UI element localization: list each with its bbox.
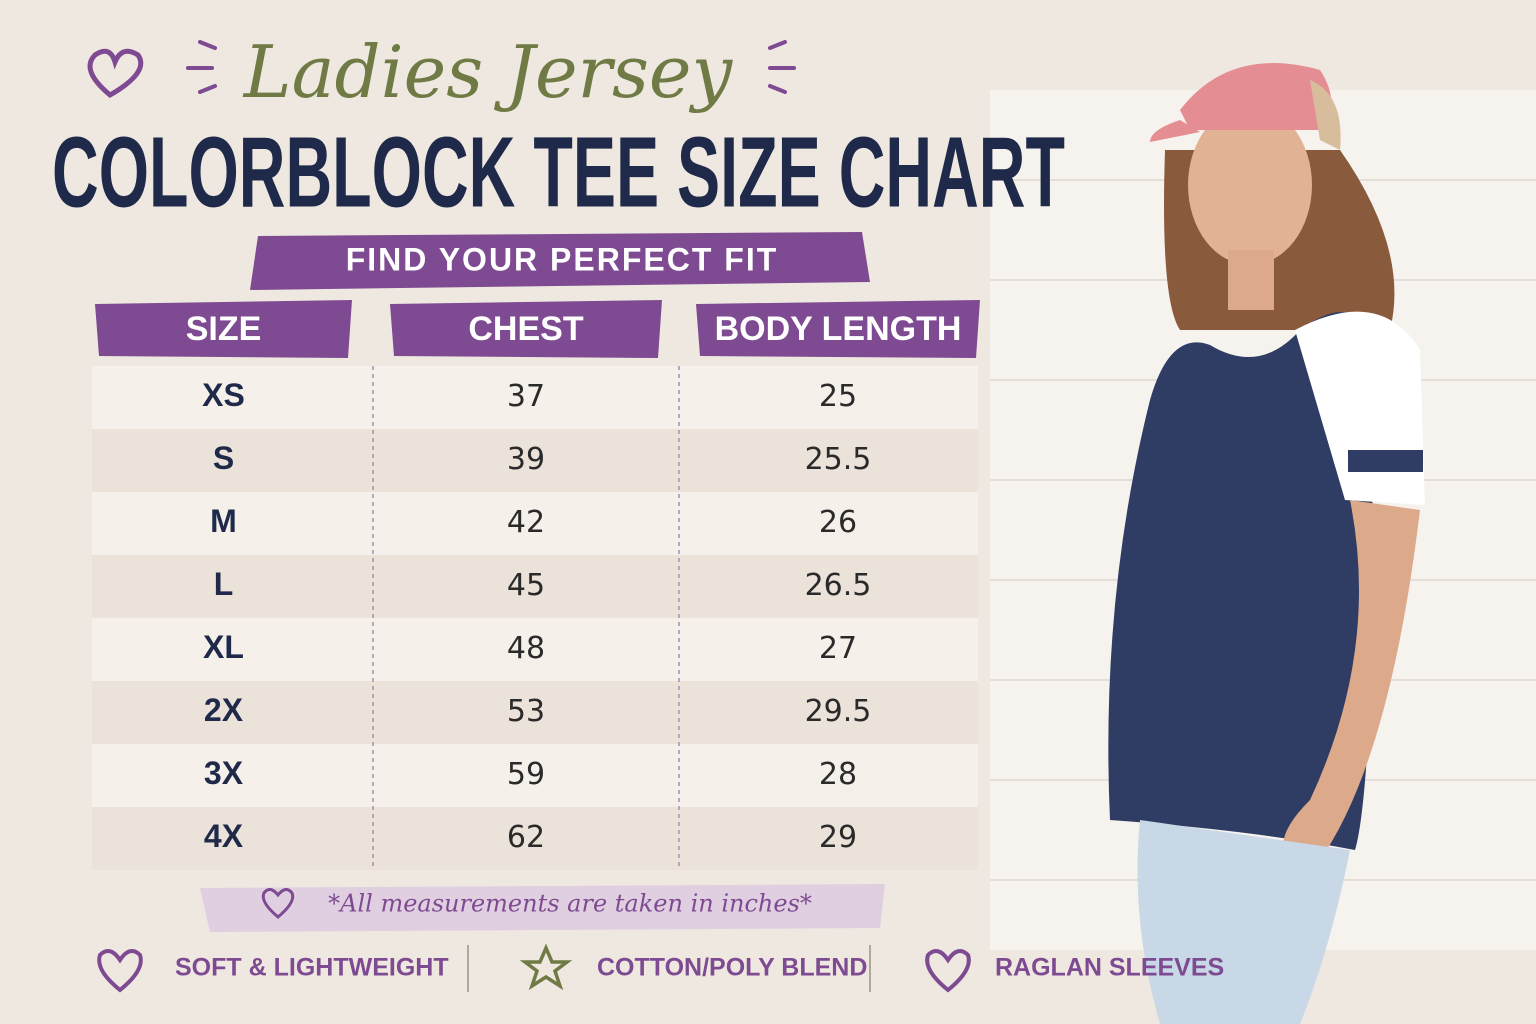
feature-icon-heart (925, 949, 971, 993)
size-label: XL (203, 629, 244, 665)
column-header: CHEST (468, 310, 583, 348)
heart-doodle (87, 48, 144, 99)
measurement: 53 (507, 694, 545, 729)
measurement: 39 (507, 442, 545, 477)
measurement: 62 (507, 820, 545, 855)
measurement: 29.5 (805, 694, 872, 729)
size-label: L (214, 566, 234, 602)
column-header: SIZE (186, 310, 262, 348)
model-photo (1108, 63, 1425, 1024)
measurement: 27 (819, 631, 857, 666)
note-heart (261, 888, 295, 919)
measurement: 25.5 (805, 442, 872, 477)
subtitle: Ladies Jersey (242, 30, 734, 114)
table-row (92, 744, 978, 807)
measurement: 59 (507, 757, 545, 792)
table-row (92, 681, 978, 744)
measurement: 26.5 (805, 568, 872, 603)
banner-text: FIND YOUR PERFECT FIT (346, 241, 779, 277)
header-tab (696, 300, 980, 358)
size-label: 2X (204, 692, 244, 728)
size-label: M (210, 503, 237, 539)
measurement: 25 (819, 379, 857, 414)
title: COLORBLOCK TEE SIZE CHART (52, 116, 1065, 228)
size-label: 4X (204, 818, 244, 854)
measurement: 28 (819, 757, 857, 792)
feature-icon-heart (97, 949, 143, 993)
feature: RAGLAN SLEEVES (995, 954, 1224, 982)
measurement: 48 (507, 631, 545, 666)
measurement: 42 (507, 505, 545, 540)
sparkle-doodle (186, 40, 796, 94)
table-row (92, 555, 978, 618)
size-label: XS (202, 377, 245, 413)
feature: SOFT & LIGHTWEIGHT (175, 954, 449, 982)
table-row (92, 429, 978, 492)
size-table: SIZE CHEST BODY LENGTH XS 37 25 S 39 25.5 M 42 26 L 4… (92, 300, 980, 870)
measurement: 29 (819, 820, 857, 855)
size-label: S (213, 440, 234, 476)
measurement: 37 (507, 379, 545, 414)
table-row (92, 492, 978, 555)
note: *All measurements are taken in inches* (328, 890, 812, 918)
table-row (92, 618, 978, 681)
feature: COTTON/POLY BLEND (597, 954, 867, 982)
header-tab (95, 300, 352, 358)
size-label: 3X (204, 755, 244, 791)
note-band (200, 884, 885, 932)
measurement: 26 (819, 505, 857, 540)
banner (250, 232, 870, 290)
table-row (92, 807, 978, 870)
column-header: BODY LENGTH (715, 310, 962, 348)
table-row (92, 366, 978, 429)
feature-icon-star (519, 943, 573, 991)
measurement: 45 (507, 568, 545, 603)
header-tab (390, 300, 662, 358)
